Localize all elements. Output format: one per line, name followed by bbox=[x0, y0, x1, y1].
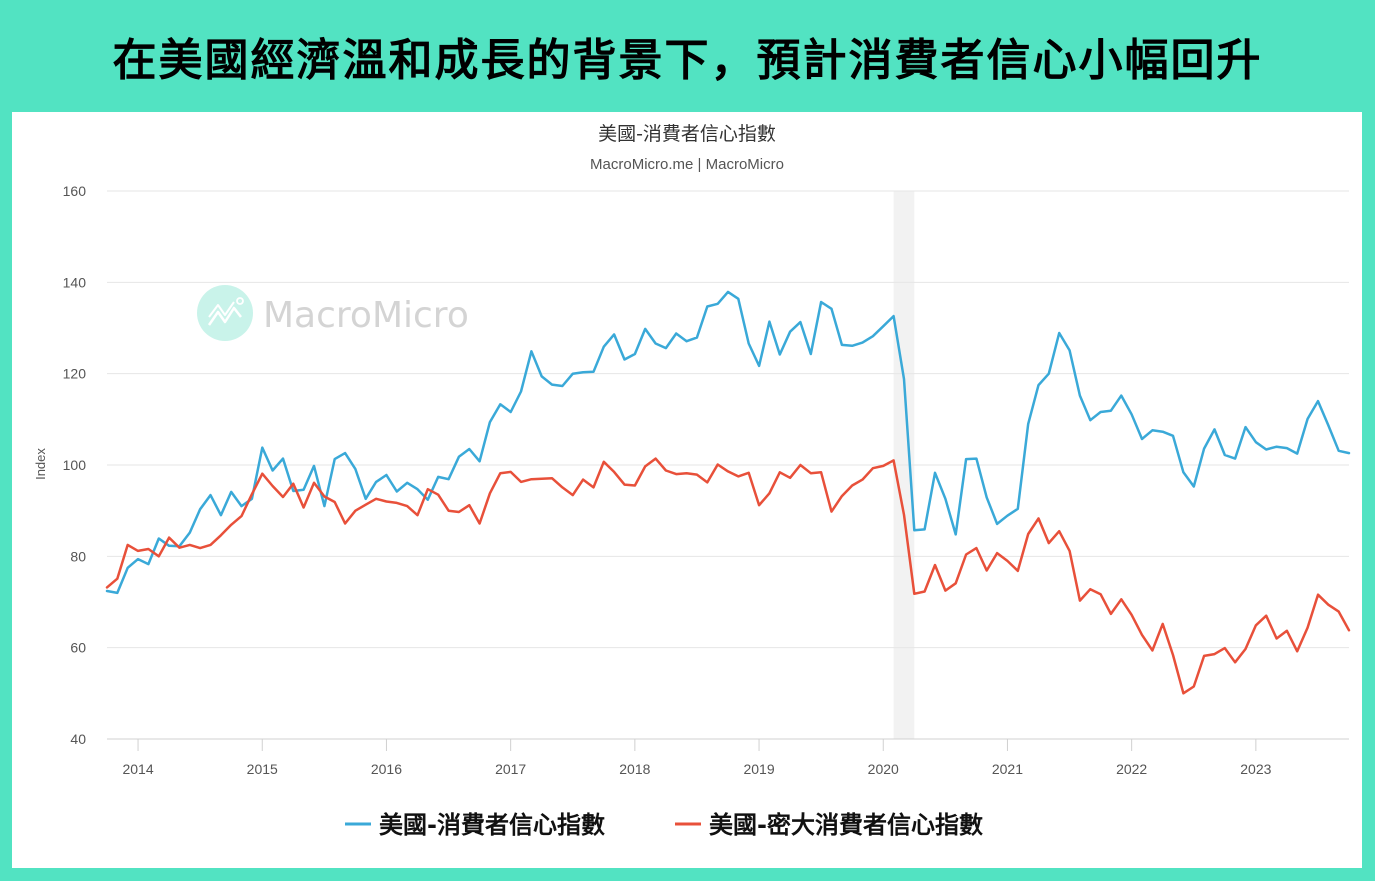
chart-logo-line-icon bbox=[207, 306, 242, 326]
x-tick-label: 2016 bbox=[371, 761, 402, 777]
legend-item-michigan-sentiment[interactable]: 美國-密大消費者信心指數 bbox=[675, 811, 983, 839]
series-lines bbox=[105, 290, 1351, 695]
x-tick-label: 2021 bbox=[992, 761, 1023, 777]
x-axis: 2014 2015 2016 2017 2018 2019 2020 2021 2022 2023 bbox=[122, 739, 1272, 777]
watermark: MacroMicro bbox=[197, 285, 469, 341]
x-tick-label: 2017 bbox=[495, 761, 526, 777]
y-tick-label: 40 bbox=[70, 731, 86, 747]
x-tick-label: 2020 bbox=[868, 761, 899, 777]
series-michigan-sentiment-line[interactable] bbox=[105, 457, 1351, 695]
x-tick-label: 2018 bbox=[619, 761, 650, 777]
headline: 在美國經濟溫和成長的背景下，預計消費者信心小幅回升 bbox=[112, 35, 1263, 86]
line-chart: MacroMicro 美國-消費者信心指數 MacroMicro.me | Ma… bbox=[33, 123, 1351, 839]
y-tick-label: 100 bbox=[63, 457, 87, 473]
legend-label-michigan-sentiment: 美國-密大消費者信心指數 bbox=[709, 811, 983, 839]
y-axis-label: Index bbox=[33, 448, 48, 480]
y-tick-label: 120 bbox=[63, 366, 87, 382]
chart-title: 美國-消費者信心指數 bbox=[598, 123, 776, 145]
y-tick-label: 80 bbox=[70, 548, 86, 564]
y-tick-label: 140 bbox=[63, 274, 87, 290]
y-tick-label: 160 bbox=[63, 183, 87, 199]
series-consumer-confidence-line[interactable] bbox=[105, 290, 1351, 595]
gridlines bbox=[107, 190, 1349, 740]
x-tick-label: 2019 bbox=[743, 761, 774, 777]
legend-item-consumer-confidence[interactable]: 美國-消費者信心指數 bbox=[345, 811, 605, 839]
x-tick-label: 2015 bbox=[247, 761, 278, 777]
watermark-text: MacroMicro bbox=[263, 295, 469, 336]
x-tick-label: 2022 bbox=[1116, 761, 1147, 777]
chart-subtitle: MacroMicro.me | MacroMicro bbox=[590, 156, 784, 173]
chart-logo-icon bbox=[197, 285, 253, 341]
x-tick-label: 2014 bbox=[122, 761, 153, 777]
legend-label-consumer-confidence: 美國-消費者信心指數 bbox=[379, 811, 605, 839]
chart-panel: MacroMicro 美國-消費者信心指數 MacroMicro.me | Ma… bbox=[12, 112, 1362, 868]
legend: 美國-消費者信心指數 美國-密大消費者信心指數 bbox=[345, 811, 983, 839]
x-tick-label: 2023 bbox=[1240, 761, 1271, 777]
y-tick-label: 60 bbox=[70, 640, 86, 656]
y-axis: 40 60 80 100 120 140 160 bbox=[63, 183, 87, 747]
